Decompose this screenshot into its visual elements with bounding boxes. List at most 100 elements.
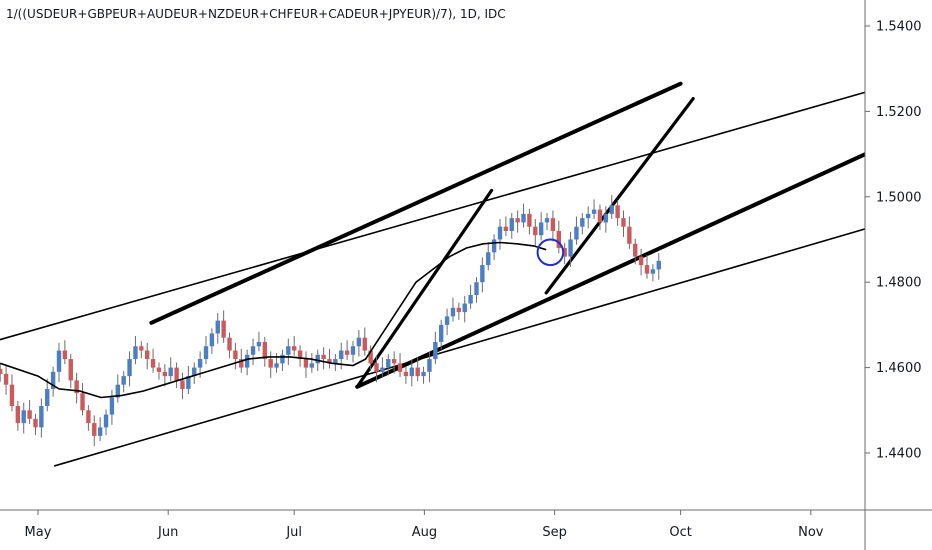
candle <box>9 374 15 412</box>
candle-body-down <box>456 307 462 313</box>
candle <box>415 357 420 382</box>
candle <box>356 330 362 357</box>
candle-body-up <box>609 205 614 214</box>
candle <box>115 374 120 403</box>
candle-body-up <box>586 213 591 219</box>
candle-body-up <box>433 341 438 360</box>
candle-body-up <box>97 427 103 436</box>
candles-layer <box>0 195 661 447</box>
candle <box>386 353 391 376</box>
candle-body-up <box>450 307 456 317</box>
candle-body-down <box>74 380 79 394</box>
candle <box>633 238 638 265</box>
candle <box>227 332 232 359</box>
candle-body-up <box>439 324 444 342</box>
candle <box>156 362 162 380</box>
candle <box>333 353 338 372</box>
candle <box>474 277 479 303</box>
candle <box>133 336 138 365</box>
candle <box>274 353 279 373</box>
candle <box>186 365 191 395</box>
moving-average-line <box>0 241 547 399</box>
candle-body-up <box>444 316 450 325</box>
y-tick-label: 1.5000 <box>876 190 922 205</box>
candle-body-down <box>597 209 603 223</box>
candle-body-up <box>315 354 320 364</box>
candle-body-up <box>603 213 609 223</box>
candle <box>656 253 661 280</box>
candle <box>515 210 520 233</box>
candle-body-up <box>133 346 138 360</box>
candle <box>327 348 332 369</box>
candle <box>580 213 585 235</box>
candle-body-down <box>174 367 179 381</box>
y-tick-label: 1.4600 <box>876 361 922 376</box>
candle-body-up <box>356 337 362 347</box>
candle-body-down <box>515 218 520 223</box>
candle-body-up <box>650 269 656 274</box>
candle <box>0 363 3 382</box>
candle <box>21 402 26 434</box>
candle <box>603 206 609 233</box>
candle-body-up <box>591 209 597 214</box>
candle <box>533 219 538 246</box>
candle-body-up <box>656 260 661 270</box>
candle <box>86 405 91 431</box>
candle-body-up <box>168 367 173 377</box>
candle <box>397 353 403 377</box>
candle <box>268 351 273 378</box>
candle <box>409 359 414 387</box>
candle <box>303 351 309 378</box>
candle-body-down <box>0 368 3 375</box>
candle <box>145 342 150 370</box>
candle-body-down <box>527 213 532 227</box>
candle <box>362 327 367 356</box>
candle-body-up <box>339 350 344 360</box>
candle <box>550 210 556 242</box>
candle-body-down <box>556 230 561 249</box>
candle <box>121 371 126 393</box>
candle <box>468 284 473 309</box>
candle <box>344 340 350 360</box>
candle-body-down <box>27 410 32 419</box>
candle-body-down <box>397 363 403 372</box>
candle-body-up <box>274 363 279 368</box>
candle <box>544 213 550 231</box>
candle <box>621 210 626 237</box>
candle-body-up <box>544 218 550 223</box>
candle-body-up <box>409 367 414 377</box>
candle <box>609 195 614 220</box>
candle-body-down <box>297 350 303 360</box>
candle-body-down <box>638 256 644 266</box>
candle-body-up <box>215 320 220 334</box>
candle-body-up <box>462 303 467 313</box>
candle <box>203 336 209 365</box>
candle-body-up <box>286 346 291 355</box>
candle-body-up <box>521 213 526 223</box>
candle-body-down <box>268 359 273 368</box>
candle <box>192 362 197 384</box>
candle <box>27 400 32 424</box>
y-tick-label: 1.4800 <box>876 276 922 291</box>
candle-body-down <box>139 346 144 351</box>
candle <box>556 220 561 254</box>
candle <box>50 366 56 397</box>
trendline-5 <box>355 188 494 389</box>
x-tick-label: Sep <box>542 525 567 540</box>
candle-body-down <box>15 406 21 424</box>
candle <box>97 417 103 442</box>
trendline-2 <box>53 228 865 467</box>
candle <box>568 231 573 267</box>
symbol-title: 1/((USDEUR+GBPEUR+AUDEUR+NZDEUR+CHFEUR+C… <box>6 7 506 21</box>
candle-body-down <box>633 243 638 257</box>
candle <box>150 348 156 373</box>
candle <box>262 336 267 367</box>
candle-body-up <box>192 367 197 377</box>
candle-body-up <box>280 354 285 364</box>
candle-body-up <box>480 265 485 283</box>
candle <box>74 372 79 404</box>
x-tick-label: Aug <box>412 525 437 540</box>
candle <box>427 351 432 383</box>
